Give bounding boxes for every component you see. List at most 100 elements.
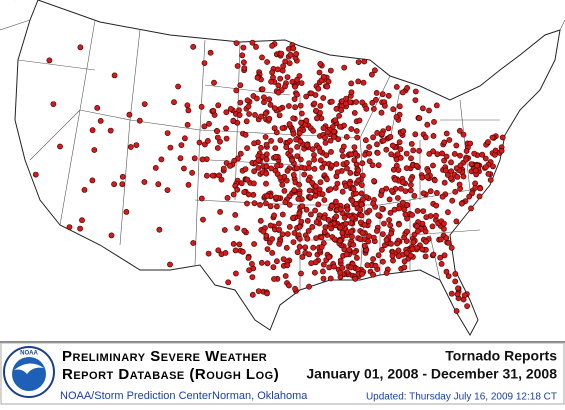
report-dot	[241, 65, 248, 72]
report-dot	[433, 202, 440, 209]
report-dot	[361, 58, 368, 65]
location: Norman, Oklahoma	[212, 390, 308, 402]
report-dot	[318, 244, 325, 250]
report-dot	[374, 129, 381, 136]
logo-bird	[14, 363, 44, 374]
report-dot	[184, 121, 191, 128]
report-dot	[321, 228, 328, 235]
report-dot	[246, 111, 252, 117]
report-dot	[393, 84, 400, 90]
report-dot	[355, 59, 362, 65]
report-dot	[282, 83, 288, 90]
report-dot	[133, 142, 140, 148]
report-dot	[298, 270, 304, 277]
report-dot	[362, 137, 369, 144]
report-dot	[77, 225, 83, 232]
report-dot	[388, 230, 395, 237]
report-dot	[324, 129, 331, 136]
report-dot	[361, 242, 368, 249]
report-dot	[220, 165, 227, 172]
report-dot	[448, 168, 455, 175]
report-dot	[437, 236, 444, 243]
report-dot	[440, 225, 447, 232]
report-dot	[269, 249, 276, 256]
report-dot	[401, 264, 408, 271]
report-dot	[366, 144, 372, 150]
report-dot	[280, 256, 287, 262]
report-dot	[456, 127, 463, 134]
report-dot	[239, 52, 246, 59]
report-dot	[464, 303, 470, 309]
report-dot	[107, 127, 114, 134]
report-dot	[293, 51, 300, 57]
report-dot	[411, 231, 418, 238]
report-dot	[489, 134, 496, 141]
report-dot	[358, 182, 365, 188]
report-dot	[244, 200, 250, 207]
report-dot	[348, 151, 355, 158]
report-dot	[335, 136, 342, 143]
report-dot	[321, 197, 328, 203]
report-dot	[396, 221, 402, 228]
report-dot	[407, 181, 414, 188]
report-dot	[46, 57, 53, 64]
report-dot	[451, 150, 458, 157]
report-dot	[198, 103, 205, 110]
report-dot	[404, 85, 410, 91]
report-dot	[283, 244, 290, 251]
report-dot	[472, 167, 479, 174]
report-dot	[351, 157, 358, 164]
report-dot	[354, 134, 361, 141]
report-dot	[327, 137, 334, 144]
report-dot	[283, 144, 290, 150]
report-dot	[373, 228, 380, 234]
report-dot	[379, 131, 385, 137]
report-dot	[336, 112, 342, 119]
report-dot	[353, 254, 360, 261]
report-dot	[242, 166, 249, 172]
report-dot	[181, 135, 188, 142]
noaa-logo: NOAA	[3, 346, 55, 398]
report-dot	[215, 102, 222, 109]
report-dot	[294, 91, 300, 98]
report-dot	[57, 143, 63, 150]
report-dot	[364, 262, 371, 269]
report-dot	[303, 93, 310, 100]
report-dot	[453, 142, 460, 149]
report-dot	[271, 212, 277, 219]
report-dot	[269, 42, 275, 49]
report-dot	[284, 231, 291, 237]
report-dot	[299, 203, 306, 209]
report-dot	[254, 74, 261, 81]
report-dot	[455, 285, 461, 292]
report-dot	[204, 137, 211, 144]
report-dot	[386, 196, 393, 203]
report-dot	[234, 186, 241, 193]
report-dot	[431, 177, 438, 184]
report-type: Tornado Reports	[445, 348, 557, 364]
report-dot	[442, 167, 449, 174]
report-dot	[414, 207, 421, 214]
report-dot	[290, 45, 297, 52]
report-dot	[320, 95, 327, 101]
report-dot	[167, 261, 173, 268]
report-dot	[262, 134, 269, 140]
report-dot	[453, 218, 460, 225]
report-dot	[225, 279, 232, 286]
report-dot	[385, 125, 392, 132]
report-dot	[214, 134, 221, 141]
report-dot	[206, 120, 212, 127]
report-dot	[223, 135, 230, 142]
report-dot	[66, 224, 73, 230]
report-dot	[317, 148, 324, 155]
report-dot	[419, 220, 426, 227]
report-dot	[443, 153, 450, 160]
report-dot	[452, 270, 459, 277]
report-dot	[276, 240, 282, 247]
report-dot	[346, 246, 353, 253]
report-dot	[331, 263, 337, 270]
map	[0, 0, 565, 337]
report-dot	[127, 144, 134, 150]
report-dot	[273, 258, 280, 265]
report-dot	[482, 164, 489, 170]
